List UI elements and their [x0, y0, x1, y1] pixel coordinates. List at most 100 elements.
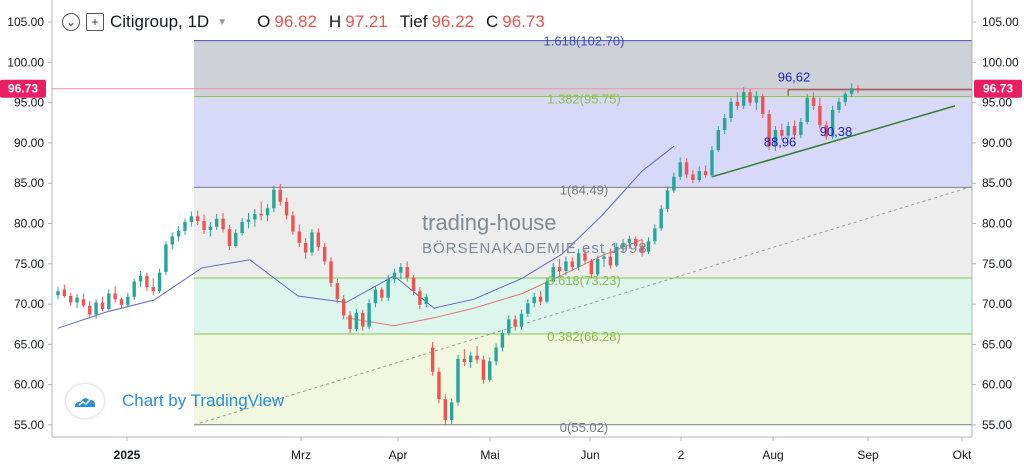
candle-body [215, 218, 219, 227]
candle-body [767, 113, 771, 147]
x-tick-label: Mai [480, 448, 499, 462]
annotations: 96,62 88,96 90,38 [764, 70, 853, 150]
candle-body [399, 267, 403, 273]
candle-body [119, 299, 124, 305]
fib-label: 0.618(73.23) [547, 273, 621, 288]
y-tick-label-right: 105.00 [982, 15, 1019, 29]
y-tick-label-right: 55.00 [982, 418, 1012, 432]
symbol-name[interactable]: Citigroup, 1D [110, 12, 210, 31]
candle-body [138, 275, 143, 282]
candle-body [430, 347, 435, 372]
candle-body [634, 238, 638, 247]
candle-body [176, 230, 181, 237]
y-tick-label-left: 70.00 [14, 297, 44, 311]
fibonacci-labels: 1.618(102.70) 1.382(95.75) 1(84.49) 0.618(7… [544, 34, 625, 435]
candle-body [335, 283, 340, 300]
candle-body [322, 246, 327, 262]
candle-body [551, 267, 555, 282]
y-tick-label-right: 65.00 [982, 337, 1012, 351]
candle-body [164, 244, 168, 272]
candle-body [710, 150, 714, 176]
fib-label: 0(55.02) [560, 420, 608, 435]
annotation-label: 96,62 [778, 70, 811, 85]
candle-body [265, 208, 270, 216]
candle-body [81, 299, 86, 306]
fib-label: 1.382(95.75) [547, 92, 621, 107]
candle-body [221, 218, 225, 230]
trading-house-watermark: trading-house BÖRSENAKADEMIE est 1998 [422, 210, 648, 257]
high-value: 97.21 [345, 12, 388, 31]
candle-body [303, 242, 308, 253]
candle-body [621, 242, 625, 247]
fib-zone [194, 187, 972, 279]
y-tick-label-left: 75.00 [14, 257, 44, 271]
candle-body [526, 303, 530, 314]
candle-body [697, 171, 701, 181]
chevron-down-icon[interactable]: ▼ [217, 16, 228, 28]
candlesticks [56, 83, 860, 425]
candle-body [754, 96, 759, 103]
candle-body [519, 313, 524, 327]
fib-label: 1.618(102.70) [544, 34, 625, 49]
candle-body [716, 130, 721, 151]
candle-body [56, 291, 60, 296]
compare-add-icon[interactable]: + [86, 13, 104, 31]
tradingview-label[interactable]: Chart by TradingView [122, 391, 285, 410]
candle-body [475, 355, 479, 360]
candle-body [462, 358, 467, 363]
candle-body [799, 122, 803, 135]
candle-body [437, 371, 441, 400]
candle-body [195, 216, 200, 222]
candle-body [468, 355, 473, 363]
x-tick-label: Apr [389, 448, 408, 462]
candle-body [310, 232, 314, 253]
candle-body [646, 241, 651, 252]
candle-body [684, 162, 689, 175]
candle-body [386, 279, 390, 298]
tradingview-watermark[interactable]: Chart by TradingView [66, 384, 284, 418]
candle-body [361, 312, 365, 327]
x-tick-label: 2025 [114, 448, 141, 462]
tradingview-cloud-icon [66, 384, 104, 418]
candle-body [443, 399, 448, 421]
candle-body [208, 226, 213, 230]
fibonacci-zones [194, 40, 972, 426]
y-tick-label-right: 95.00 [982, 96, 1012, 110]
candle-body [665, 190, 670, 210]
candle-body [227, 229, 232, 247]
candle-body [75, 297, 79, 303]
candle-body [424, 296, 428, 305]
last-price-badge-right-text: 96.73 [983, 82, 1013, 96]
candle-body [500, 333, 505, 348]
y-tick-label-left: 60.00 [14, 378, 44, 392]
y-tick-label-left: 80.00 [14, 217, 44, 231]
candle-body [329, 261, 333, 284]
candle-body [157, 272, 162, 292]
candle-body [62, 289, 67, 297]
collapse-icon[interactable]: ⌄ [62, 13, 80, 31]
fib-label: 0.382(66.28) [547, 329, 621, 344]
candle-body [513, 319, 517, 327]
x-tick-label: 2 [678, 448, 685, 462]
candle-body [589, 260, 594, 275]
y-tick-label-right: 90.00 [982, 136, 1012, 150]
open-label: O [257, 12, 271, 31]
candle-body [380, 289, 384, 298]
candle-body [418, 291, 422, 305]
candle-body [678, 162, 682, 177]
y-tick-label-right: 70.00 [982, 297, 1012, 311]
candle-body [405, 267, 409, 278]
candle-body [602, 256, 606, 259]
candle-body [735, 101, 740, 106]
candle-body [786, 126, 790, 136]
candle-body [100, 302, 105, 309]
y-tick-label-right: 85.00 [982, 176, 1012, 190]
candle-body [297, 231, 301, 243]
y-tick-label-left: 105.00 [7, 15, 44, 29]
candle-body [818, 105, 822, 126]
candle-body [792, 126, 797, 135]
x-tick-label: Okt [953, 448, 972, 462]
candle-body [449, 402, 454, 421]
last-price-badge-right [974, 79, 1022, 98]
